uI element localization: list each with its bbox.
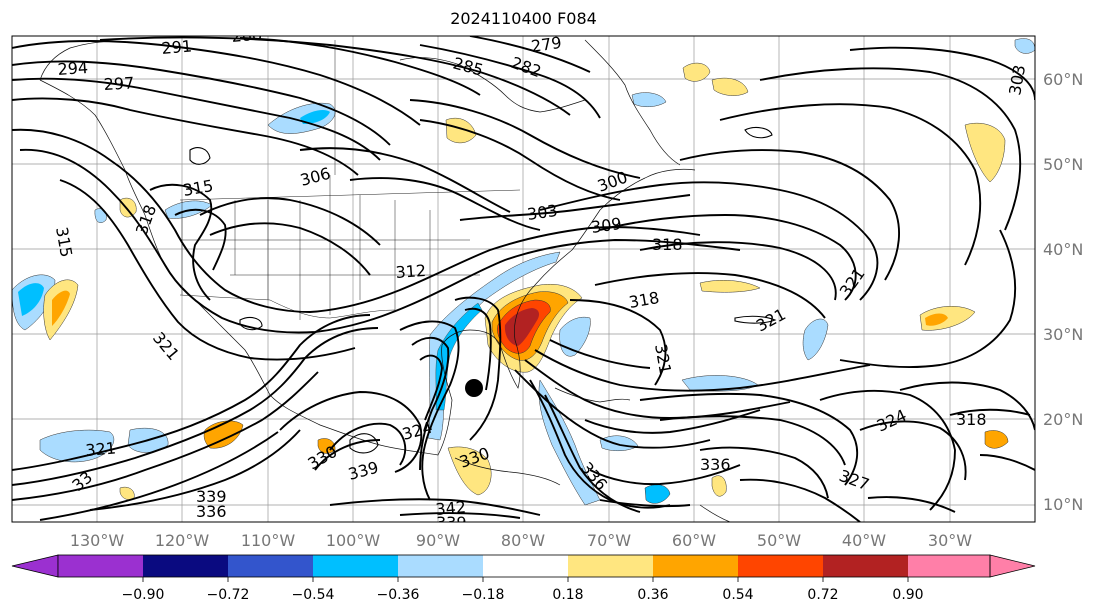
colorbar-extend-left — [11, 554, 59, 578]
colorbar-tick-label: −0.36 — [377, 587, 420, 603]
colorbar-tick-label: −0.72 — [207, 587, 250, 603]
contour-label: 318 — [956, 410, 987, 429]
colorbar: −0.90 −0.72 −0.54 −0.36 −0.18 0.18 0.36 … — [11, 554, 1036, 603]
colorbar-tick-label: −0.54 — [292, 587, 335, 603]
colorbar-swatch — [908, 555, 990, 577]
contour-label: 288 — [231, 24, 263, 46]
colorbar-swatch — [228, 555, 313, 577]
lon-tick-label: 70°W — [587, 531, 631, 550]
colorbar-swatch — [58, 555, 143, 577]
lon-tick-label: 40°W — [842, 531, 886, 550]
colorbar-tick-label: 0.90 — [892, 587, 923, 603]
colorbar-tick-label: 0.72 — [807, 587, 838, 603]
contour-label: 339 — [436, 513, 467, 532]
latitude-labels: 10°N 20°N 30°N 40°N 50°N 60°N — [1043, 70, 1083, 514]
contour-label: 342 — [435, 497, 467, 519]
colorbar-tick-label: 0.18 — [552, 587, 583, 603]
contour-label: 339 — [196, 487, 227, 506]
contour-label: 303 — [526, 201, 559, 224]
contour-label: 279 — [530, 33, 563, 56]
lon-tick-label: 50°W — [757, 531, 801, 550]
field-contours — [189, 126, 777, 454]
lon-tick-label: 130°W — [70, 531, 125, 550]
colorbar-tick-label: −0.90 — [122, 587, 165, 603]
contour-label: 321 — [85, 438, 117, 460]
shaded-field — [12, 38, 1035, 506]
contour-label: 336 — [196, 502, 227, 521]
contour-label: 318 — [652, 235, 683, 254]
lon-tick-label: 120°W — [155, 531, 210, 550]
lat-tick-label: 60°N — [1043, 70, 1083, 89]
lon-tick-label: 30°W — [928, 531, 972, 550]
colorbar-swatch — [483, 555, 568, 577]
colorbar-swatch — [398, 555, 483, 577]
colorbar-tick-label: 0.36 — [637, 587, 668, 603]
lon-tick-label: 60°W — [672, 531, 716, 550]
map-area — [12, 36, 1035, 522]
colorbar-swatch — [738, 555, 823, 577]
lon-tick-label: 90°W — [416, 531, 460, 550]
contour-label: 294 — [57, 58, 89, 79]
contour-label: 291 — [161, 36, 193, 58]
colorbar-swatch — [653, 555, 738, 577]
lon-tick-label: 110°W — [241, 531, 296, 550]
contour-label: 309 — [590, 214, 623, 237]
colorbar-tick-label: −0.18 — [462, 587, 505, 603]
contour-label: 297 — [103, 73, 134, 94]
colorbar-swatch — [823, 555, 908, 577]
longitude-labels: 130°W 120°W 110°W 100°W 90°W 80°W 70°W 6… — [70, 531, 972, 550]
lon-tick-label: 80°W — [501, 531, 545, 550]
colorbar-tick-label: 0.54 — [722, 587, 753, 603]
lat-tick-label: 20°N — [1043, 410, 1083, 429]
map-frame — [11, 35, 1036, 523]
lon-tick-label: 100°W — [326, 531, 381, 550]
lat-tick-label: 40°N — [1043, 240, 1083, 259]
contour-label: 336 — [700, 455, 731, 474]
colorbar-swatch — [313, 555, 398, 577]
contour-label: 312 — [395, 261, 427, 282]
lat-tick-label: 50°N — [1043, 155, 1083, 174]
lat-tick-label: 10°N — [1043, 495, 1083, 514]
colorbar-swatch — [143, 555, 228, 577]
theta-contours — [12, 36, 1035, 522]
colorbar-extend-right — [989, 554, 1036, 578]
colorbar-swatch — [568, 555, 653, 577]
storm-center-marker — [465, 379, 483, 397]
lat-tick-label: 30°N — [1043, 325, 1083, 344]
map-title: 2024110400 F084 — [450, 9, 597, 28]
gridlines — [12, 36, 1035, 522]
borders — [179, 40, 521, 320]
